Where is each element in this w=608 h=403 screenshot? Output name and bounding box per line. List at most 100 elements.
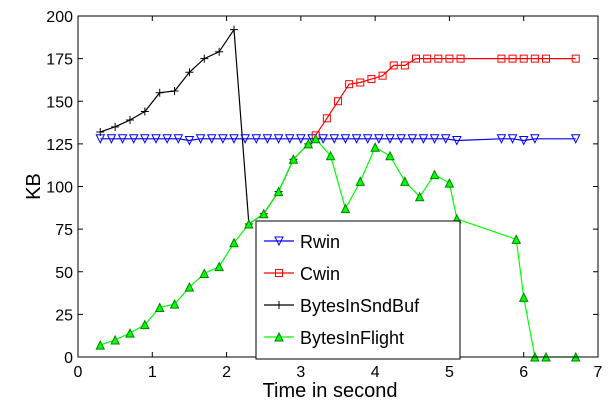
data-point-rwin <box>117 134 128 144</box>
data-point-cwin <box>400 61 409 70</box>
legend-label-bytesinflight: BytesInFlight <box>300 328 404 348</box>
data-point-rwin <box>140 134 150 144</box>
data-point-bytesinflight <box>214 261 224 272</box>
data-point-cwin <box>345 80 354 89</box>
data-point-rwin <box>195 134 206 144</box>
data-point-rwin <box>418 134 429 144</box>
x-tick-label: 7 <box>594 364 603 381</box>
data-point-bytesinflight <box>355 176 366 186</box>
series-markers-bytesinsndbuf <box>96 25 320 229</box>
data-point-rwin <box>151 134 161 144</box>
data-point-bytesinsndbuf <box>140 107 149 116</box>
data-point-cwin <box>367 75 376 84</box>
data-point-bytesinflight <box>244 218 254 229</box>
data-point-rwin <box>530 134 540 144</box>
data-point-bytesinsndbuf <box>215 47 224 56</box>
data-point-rwin <box>229 134 239 144</box>
data-point-rwin <box>452 135 462 146</box>
data-point-bytesinflight <box>125 328 135 338</box>
y-tick-label: 75 <box>55 222 73 239</box>
data-point-cwin <box>571 54 580 63</box>
data-point-bytesinsndbuf <box>170 87 179 96</box>
data-point-rwin <box>507 134 518 144</box>
data-point-rwin <box>518 135 529 146</box>
x-tick-label: 5 <box>445 364 454 381</box>
data-point-bytesinflight <box>169 299 180 309</box>
y-tick-label: 0 <box>64 350 73 367</box>
data-point-bytesinflight <box>310 133 321 144</box>
y-tick-label: 175 <box>46 52 73 69</box>
data-point-bytesinflight <box>518 292 529 302</box>
data-point-rwin <box>362 134 373 144</box>
data-point-cwin <box>530 54 539 63</box>
data-point-cwin <box>445 54 454 63</box>
data-point-rwin <box>340 134 351 144</box>
data-point-bytesinflight <box>400 176 410 186</box>
axis-ticks: 0 1 2 3 4 5 6 7 0 25 50 75 100 125 150 175 200 <box>46 9 602 381</box>
data-point-rwin <box>128 134 139 144</box>
y-tick-label: 150 <box>46 94 73 111</box>
y-tick-label: 25 <box>55 307 73 324</box>
data-point-rwin <box>318 134 328 144</box>
data-point-rwin <box>570 134 581 144</box>
data-point-rwin <box>218 134 228 144</box>
data-point-cwin <box>423 54 432 63</box>
data-point-bytesinflight <box>385 150 395 161</box>
data-point-cwin <box>322 114 331 123</box>
data-point-rwin <box>262 134 273 144</box>
data-point-bytesinsndbuf <box>96 127 105 136</box>
series-markers-bytesinflight <box>95 133 581 362</box>
data-point-rwin <box>284 134 295 144</box>
data-point-rwin <box>184 135 195 146</box>
data-point-bytesinflight <box>273 186 284 197</box>
data-point-bytesinflight <box>184 281 195 292</box>
legend-entry-bytesinsndbuf: BytesInSndBuf <box>264 296 420 316</box>
x-tick-label: 2 <box>222 364 231 381</box>
legend-entry-rwin: Rwin <box>264 232 340 252</box>
series-line-cwin <box>315 58 576 136</box>
data-point-rwin <box>240 134 250 144</box>
data-point-bytesinflight <box>199 268 210 278</box>
x-tick-label: 0 <box>74 364 83 381</box>
legend-marker-bytesinsndbuf <box>275 301 283 309</box>
series-line-rwin <box>100 138 576 142</box>
y-axis-label: KB <box>23 173 45 200</box>
y-tick-label: 200 <box>46 9 73 26</box>
data-point-rwin <box>162 134 172 144</box>
plot-markers <box>95 25 581 362</box>
data-point-cwin <box>456 54 465 63</box>
data-point-bytesinflight <box>444 177 455 188</box>
x-tick-label: 1 <box>148 364 157 381</box>
data-point-rwin <box>351 134 362 144</box>
series-markers-rwin <box>95 134 581 146</box>
data-point-bytesinflight <box>303 138 314 149</box>
data-point-bytesinflight <box>288 154 299 164</box>
data-point-bytesinsndbuf <box>230 25 238 34</box>
data-point-bytesinflight <box>340 203 351 214</box>
data-point-cwin <box>356 78 365 87</box>
series-markers-cwin <box>311 54 580 140</box>
y-tick-label: 100 <box>46 180 73 197</box>
x-tick-label: 6 <box>519 364 528 381</box>
data-point-bytesinflight <box>325 150 336 161</box>
x-axis-label: Time in second <box>263 380 398 402</box>
data-point-cwin <box>412 54 420 63</box>
x-tick-label: 4 <box>371 364 380 381</box>
legend-entry-cwin: Cwin <box>264 264 340 284</box>
data-point-rwin <box>251 134 262 144</box>
data-point-cwin <box>519 54 528 63</box>
y-tick-label: 125 <box>46 137 73 154</box>
data-point-cwin <box>434 54 443 63</box>
data-point-rwin <box>385 134 395 144</box>
data-point-rwin <box>440 134 451 144</box>
legend-label-cwin: Cwin <box>300 264 340 284</box>
legend-entry-bytesinflight: BytesInFlight <box>264 328 404 348</box>
data-point-rwin <box>496 134 507 144</box>
data-point-bytesinsndbuf <box>126 116 134 125</box>
legend-box <box>255 220 461 360</box>
data-point-cwin <box>508 54 517 63</box>
data-point-bytesinsndbuf <box>200 54 209 63</box>
data-point-bytesinflight <box>154 302 165 313</box>
data-point-bytesinflight <box>511 234 522 244</box>
